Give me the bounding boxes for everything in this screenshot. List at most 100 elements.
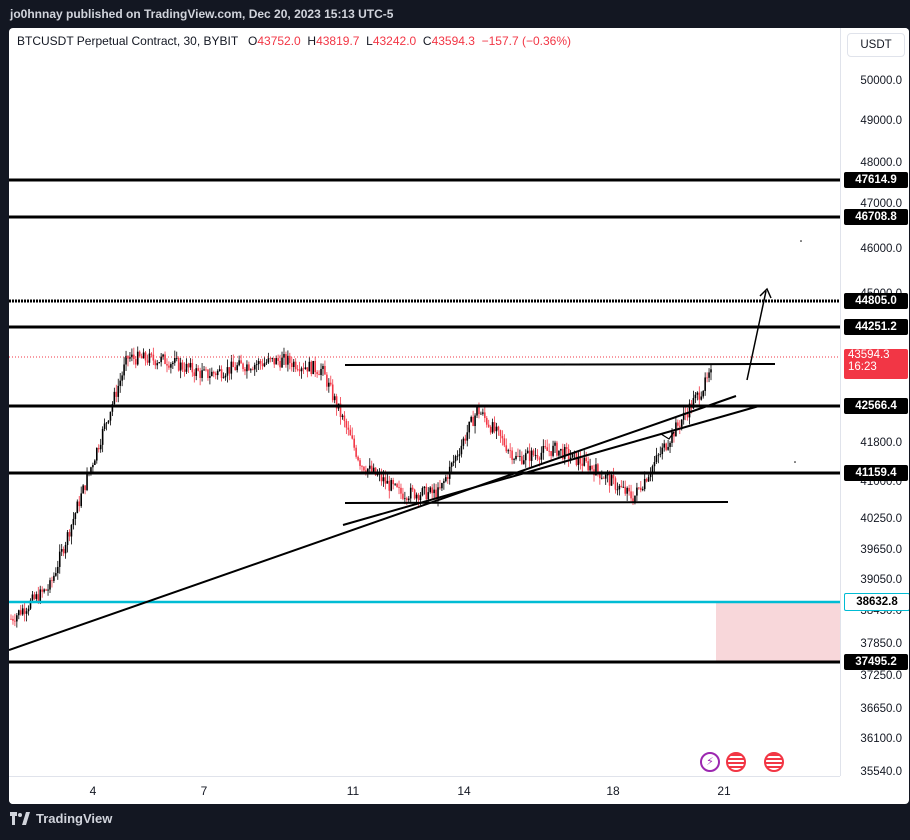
candle-body: [470, 416, 472, 422]
candle-body: [16, 615, 18, 622]
chart-pane[interactable]: BTCUSDT Perpetual Contract, 30, BYBIT O4…: [9, 28, 909, 804]
candle-body: [497, 426, 500, 431]
candle-body: [474, 415, 476, 427]
lightning-icon[interactable]: ⚡: [700, 752, 720, 772]
candle-body: [170, 364, 172, 368]
candle-body: [322, 366, 324, 369]
candle-body: [109, 411, 112, 421]
time-axis-label: 7: [200, 784, 208, 798]
candle-body: [382, 477, 385, 482]
candle-body: [121, 375, 123, 381]
candle-body: [312, 360, 315, 375]
candle-body: [238, 360, 240, 366]
candle-body: [503, 438, 506, 446]
candle-body: [441, 482, 443, 489]
candle-body: [710, 369, 712, 373]
candle-body: [53, 575, 55, 581]
candle-body: [329, 382, 332, 385]
level-price-tag: 46708.8: [844, 209, 908, 225]
candle-body: [117, 385, 120, 397]
candle-body: [526, 450, 529, 454]
candle-body: [259, 361, 262, 364]
candle-body: [524, 453, 527, 461]
chart-area[interactable]: BTCUSDT Perpetual Contract, 30, BYBIT O4…: [9, 28, 840, 776]
candle-body: [636, 487, 638, 496]
candle-body: [212, 371, 215, 374]
candle-body: [152, 354, 155, 361]
chart-icons-2: [764, 752, 784, 772]
candle-body: [261, 363, 264, 367]
price-tick-label: 40250.0: [860, 513, 902, 525]
candle-body: [97, 447, 100, 450]
candle-body: [620, 485, 623, 487]
candle-body: [355, 447, 357, 457]
candle-body: [563, 447, 566, 459]
us-flag-icon[interactable]: [726, 752, 746, 772]
candle-body: [404, 498, 406, 500]
candle-body: [612, 475, 615, 479]
trend-line-short: [342, 405, 760, 526]
candle-body: [468, 421, 471, 433]
candle-body: [285, 354, 287, 365]
price-axis[interactable]: USDT 50000.0 49000.0 48000.0 47000.0 46000.0…: [840, 28, 909, 778]
level-price-tag: 42566.4: [844, 398, 908, 414]
candle-body: [534, 454, 537, 456]
demand-zone: [716, 602, 840, 662]
price-tick-label: 36650.0: [860, 703, 902, 715]
candle-body: [519, 456, 521, 457]
candle-body: [706, 377, 708, 379]
candle-body: [645, 478, 648, 482]
footer-brand[interactable]: TradingView: [10, 811, 112, 826]
candle-body: [628, 487, 630, 492]
candle-body: [289, 355, 291, 364]
candle-body: [160, 356, 162, 363]
candle-body: [417, 494, 420, 501]
current-price-value: 43594.3: [848, 349, 890, 361]
range-bottom-line: [344, 501, 729, 504]
candle-body: [68, 532, 71, 537]
candle-body: [287, 355, 289, 365]
candle-body: [164, 354, 166, 364]
candle-body: [667, 446, 669, 450]
candle-body: [384, 477, 387, 484]
candle-body: [35, 594, 38, 599]
candle-body: [542, 445, 545, 453]
candle-body: [550, 451, 552, 456]
symbol-label[interactable]: BTCUSDT Perpetual Contract, 30, BYBIT: [17, 34, 238, 48]
candle-body: [310, 361, 313, 375]
candle-body: [60, 549, 63, 552]
time-axis[interactable]: 4 7 11 14 18 21: [9, 776, 840, 804]
price-tick-label: 49000.0: [860, 115, 902, 127]
candle-body: [17, 610, 20, 616]
candle-body: [663, 443, 666, 448]
candle-body: [624, 486, 627, 494]
chart-svg[interactable]: [9, 28, 840, 776]
candle-body: [226, 367, 229, 376]
candle-body: [56, 566, 59, 574]
candle-body: [58, 551, 61, 567]
high-value: 43819.7: [316, 34, 360, 48]
candle-body: [349, 429, 352, 436]
candle-body: [236, 365, 238, 371]
candle-body: [343, 415, 346, 422]
candle-body: [376, 474, 379, 476]
candle-body: [294, 361, 297, 370]
candle-body: [558, 450, 560, 456]
currency-button[interactable]: USDT: [847, 33, 905, 57]
candle-body: [296, 369, 299, 370]
countdown: 16:23: [848, 361, 877, 373]
candle-body: [318, 374, 320, 375]
candle-body: [396, 483, 398, 487]
price-tick-label: 39650.0: [860, 544, 902, 556]
candle-body: [443, 481, 445, 483]
candle-body: [688, 403, 691, 418]
candle-body: [246, 364, 248, 372]
candle-body: [407, 498, 410, 501]
candle-body: [129, 357, 131, 359]
candle-body: [181, 362, 184, 370]
time-axis-label: 18: [606, 784, 620, 798]
low-value: 43242.0: [372, 34, 417, 48]
small-arrow-icon: [660, 431, 675, 440]
level-price-tag: 41159.4: [844, 465, 908, 481]
us-flag-icon[interactable]: [764, 752, 784, 772]
